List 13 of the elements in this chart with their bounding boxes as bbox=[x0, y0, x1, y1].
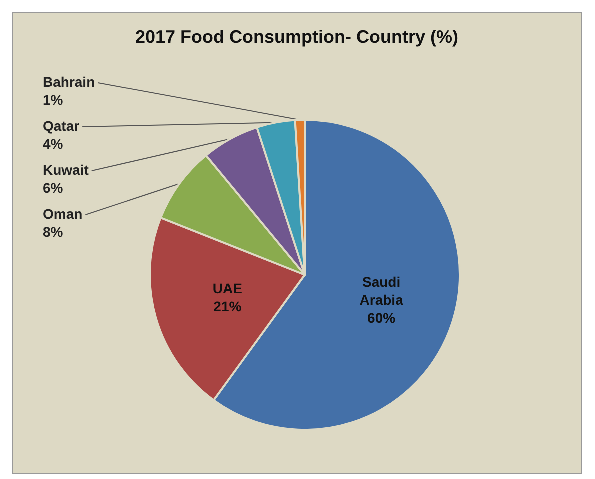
slice-label: Oman bbox=[43, 206, 83, 222]
slice-label: Qatar bbox=[43, 118, 80, 134]
data-label: 6% bbox=[43, 180, 64, 196]
slice-label: Kuwait bbox=[43, 162, 90, 178]
slice-label: Bahrain bbox=[43, 74, 96, 90]
data-label: 8% bbox=[43, 224, 64, 240]
data-label: 1% bbox=[43, 92, 64, 108]
data-label: 60% bbox=[368, 310, 396, 326]
chart-title: 2017 Food Consumption- Country (%) bbox=[136, 27, 458, 47]
slice-label: UAE bbox=[212, 280, 242, 296]
slice-label: Saudi Arabia bbox=[360, 274, 404, 308]
data-label: 21% bbox=[214, 298, 242, 314]
data-label: 4% bbox=[43, 136, 64, 152]
